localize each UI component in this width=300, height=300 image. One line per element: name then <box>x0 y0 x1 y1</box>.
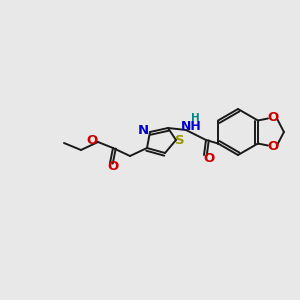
Text: NH: NH <box>181 119 201 133</box>
Text: O: O <box>107 160 118 173</box>
Text: N: N <box>137 124 148 136</box>
Text: H: H <box>190 113 200 123</box>
Text: O: O <box>267 140 278 153</box>
Text: O: O <box>86 134 98 148</box>
Text: O: O <box>203 152 214 166</box>
Text: S: S <box>175 134 185 148</box>
Text: O: O <box>267 111 278 124</box>
